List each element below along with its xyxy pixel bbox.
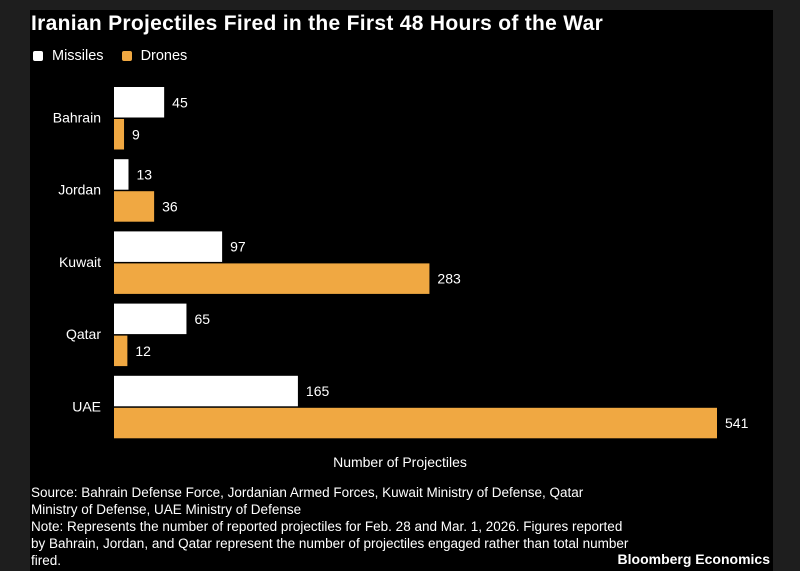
bar-missiles-qatar: [114, 303, 187, 335]
category-label: UAE: [72, 398, 101, 414]
category-label: Kuwait: [59, 254, 101, 270]
footnotes: Source: Bahrain Defense Force, Jordanian…: [31, 484, 631, 569]
source-text: Source: Bahrain Defense Force, Jordanian…: [31, 485, 584, 517]
data-label: 283: [437, 271, 461, 287]
legend: Missiles Drones: [33, 48, 197, 64]
data-label: 97: [230, 239, 246, 255]
bar-missiles-jordan: [114, 159, 129, 190]
legend-label: Missiles: [52, 48, 104, 64]
bar-missiles-bahrain: [114, 87, 165, 118]
data-label: 9: [132, 126, 140, 142]
bar-drones-kuwait: [114, 263, 430, 294]
bar-drones-jordan: [114, 191, 155, 222]
category-label: Jordan: [58, 182, 101, 198]
data-label: 165: [306, 383, 330, 399]
data-label: 12: [135, 343, 151, 359]
legend-item-missiles: Missiles: [33, 48, 104, 64]
bar-drones-bahrain: [114, 119, 125, 150]
brand-label: Bloomberg Economics: [617, 551, 770, 567]
bar-drones-qatar: [114, 335, 128, 367]
legend-swatch-missiles: [33, 51, 43, 61]
data-label: 65: [194, 311, 210, 327]
data-label: 13: [136, 166, 152, 182]
legend-label: Drones: [140, 48, 188, 64]
note-text: Note: Represents the number of reported …: [31, 519, 629, 568]
data-label: 36: [162, 198, 178, 214]
bar-drones-uae: [114, 407, 717, 439]
legend-swatch-drones: [121, 51, 132, 61]
category-label: Qatar: [66, 326, 101, 342]
x-axis-label: Number of Projectiles: [333, 454, 467, 470]
bar-missiles-uae: [114, 375, 298, 407]
category-label: Bahrain: [53, 110, 101, 126]
chart-title: Iranian Projectiles Fired in the First 4…: [31, 12, 604, 35]
data-label: 541: [725, 415, 749, 431]
legend-item-drones: Drones: [121, 48, 188, 64]
data-label: 45: [172, 94, 188, 110]
bar-missiles-kuwait: [114, 231, 223, 262]
